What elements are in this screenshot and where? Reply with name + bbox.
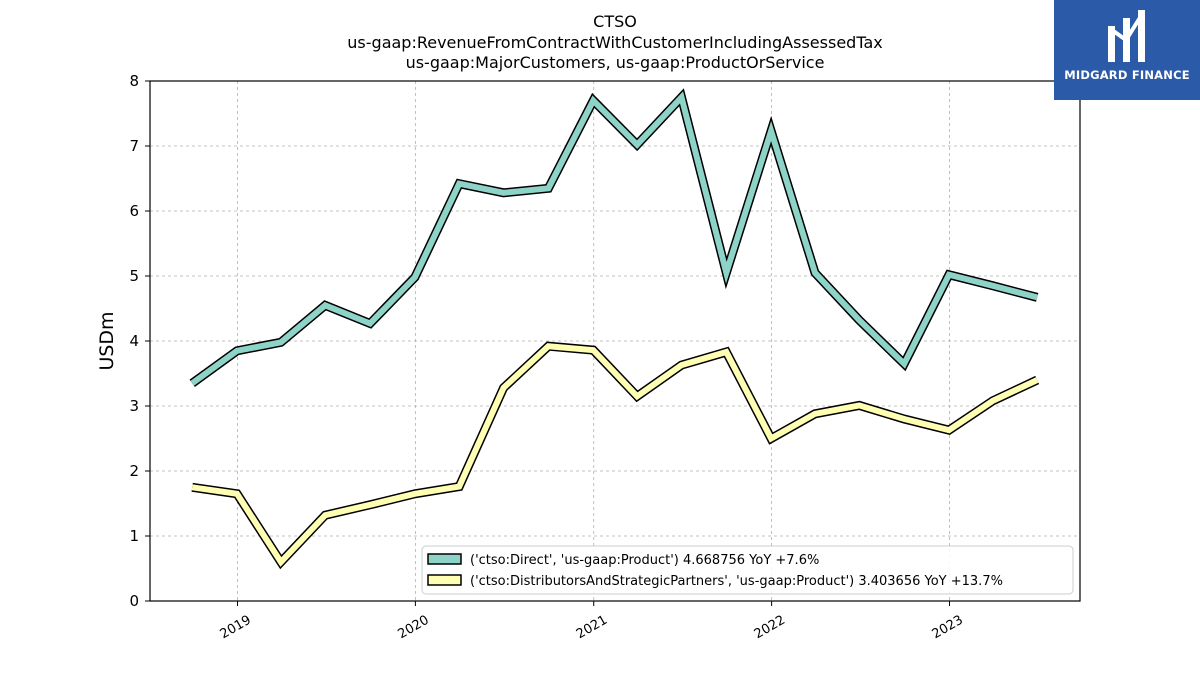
chart-title-line: CTSO [593, 12, 637, 31]
series-outline [191, 341, 1040, 570]
y-tick-label: 7 [129, 137, 139, 155]
series-stroke [190, 91, 1038, 386]
y-axis-label: USDm [96, 311, 118, 370]
legend-entry-label: ('ctso:Direct', 'us-gaap:Product') 4.668… [470, 553, 819, 568]
x-tick-label: 2023 [930, 613, 966, 643]
legend-box [421, 545, 1074, 595]
series-stroke [191, 343, 1039, 567]
logo-icon [1108, 10, 1145, 62]
y-tick-label: 2 [129, 462, 139, 480]
y-tick-label: 8 [129, 72, 139, 90]
chart-subtitle-line: us-gaap:MajorCustomers, us-gaap:ProductO… [406, 53, 825, 72]
legend-swatch [427, 574, 462, 586]
legend-entry-label: ('ctso:DistributorsAndStrategicPartners'… [470, 574, 1003, 589]
grid [150, 81, 1080, 601]
x-tick-label: 2020 [396, 613, 432, 643]
series-line-2 [191, 341, 1040, 570]
y-tick-label: 5 [129, 267, 139, 285]
x-tick-label: 2019 [218, 613, 254, 643]
chart-subtitle-line: us-gaap:RevenueFromContractWithCustomerI… [347, 33, 882, 52]
y-tick-label: 1 [129, 527, 139, 545]
x-tick-label: 2021 [574, 613, 610, 643]
y-tick-label: 0 [129, 592, 139, 610]
series-line-1 [189, 88, 1039, 387]
x-tick-label: 2022 [752, 613, 788, 643]
legend-swatch [427, 553, 462, 565]
chart-title: CTSO us-gaap:RevenueFromContractWithCust… [347, 12, 882, 72]
y-tick-label: 3 [129, 397, 139, 415]
y-tick-label: 4 [129, 332, 139, 350]
series-outline [189, 88, 1039, 387]
logo-text: MIDGARD FINANCE [1064, 68, 1190, 82]
legend: ('ctso:Direct', 'us-gaap:Product') 4.668… [421, 545, 1074, 595]
series-layer [189, 88, 1040, 570]
y-tick-label: 6 [129, 202, 139, 220]
brand-logo: MIDGARD FINANCE [1054, 0, 1200, 100]
